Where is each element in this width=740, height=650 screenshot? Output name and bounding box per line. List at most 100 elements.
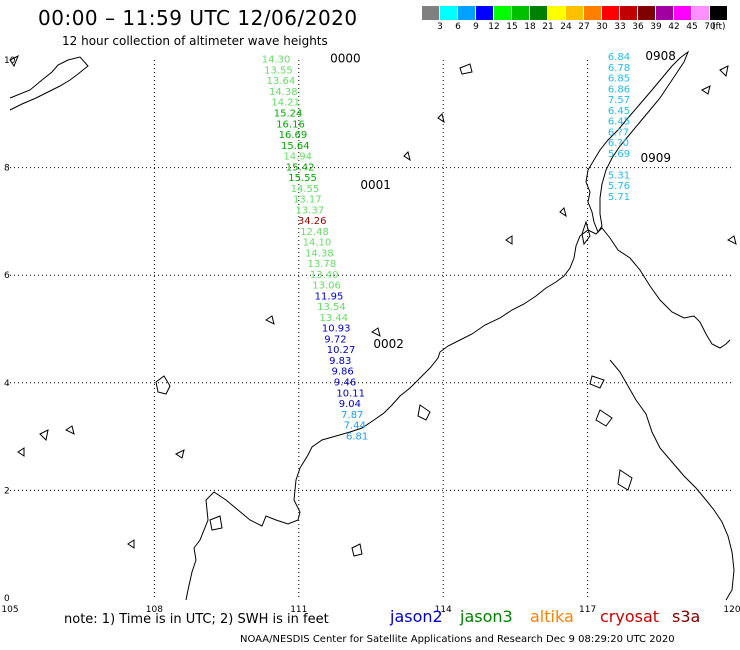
- coastline: [9, 50, 737, 601]
- scale-tick-label: 30: [596, 22, 608, 32]
- pass-time-labels: 0000 0001 0002 0908 0909: [330, 49, 676, 351]
- scale-swatch: [566, 6, 584, 20]
- wave-height-label: 9.04: [339, 399, 361, 410]
- satellite-legend-item: jason2: [390, 607, 443, 626]
- wave-height-label: 7.44: [344, 421, 366, 432]
- longitude-label: 114: [435, 605, 452, 615]
- scale-swatch: [494, 6, 512, 20]
- wave-height-label: 13.54: [317, 302, 346, 313]
- altimeter-tracks: 14.3013.5513.6414.3814.2115.2416.1616.69…: [262, 52, 630, 442]
- wave-height-label: 5.31: [608, 170, 630, 181]
- pass-time-label: 0001: [360, 178, 391, 192]
- satellite-legend-item: s3a: [672, 607, 701, 626]
- wave-height-label: 11.95: [315, 291, 344, 302]
- wave-height-label: 13.44: [319, 313, 348, 324]
- scale-swatch: [638, 6, 656, 20]
- wave-height-label: 10.11: [336, 388, 365, 399]
- wave-height-label: 13.55: [264, 65, 293, 76]
- wave-height-label: 6.45: [608, 106, 630, 117]
- scale-swatch: [584, 6, 602, 20]
- wave-height-label: 13.64: [267, 76, 296, 87]
- scale-swatch: [440, 6, 458, 20]
- satellite-legend-item: altika: [530, 607, 574, 626]
- scale-swatch: [602, 6, 620, 20]
- map-subtitle: 12 hour collection of altimeter wave hei…: [62, 34, 328, 48]
- wave-height-label: 14.10: [303, 238, 332, 249]
- latitude-label: 4: [4, 379, 10, 389]
- scale-swatch: [674, 6, 692, 20]
- scale-swatch: [476, 6, 494, 20]
- lat-lon-grid: [10, 60, 732, 598]
- credit-line: NOAA/NESDIS Center for Satellite Applica…: [240, 634, 675, 645]
- wave-height-label: 9.83: [329, 356, 351, 367]
- wave-height-label: 14.38: [305, 248, 334, 259]
- wave-height-label: 14.21: [271, 98, 300, 109]
- wave-height-label: 6.81: [346, 431, 368, 442]
- scale-tick-label: 18: [524, 22, 536, 32]
- scale-tick-label: 36: [632, 22, 644, 32]
- wave-height-label: 34.26: [298, 216, 327, 227]
- scale-swatch: [656, 6, 674, 20]
- wave-height-label: 14.94: [283, 152, 312, 163]
- latitude-label: 10: [4, 56, 16, 66]
- wave-height-label: 7.57: [608, 95, 630, 106]
- wave-height-label: 16.69: [279, 130, 308, 141]
- wave-height-label: 10.93: [322, 324, 351, 335]
- scale-unit-label: (ft): [712, 22, 726, 32]
- wave-height-label: 13.78: [307, 259, 336, 270]
- wave-height-label: 14.30: [262, 55, 291, 66]
- footnote: note: 1) Time is in UTC; 2) SWH is in fe…: [64, 612, 329, 627]
- pass-time-label: 0002: [373, 337, 404, 351]
- pass-time-label: 0908: [645, 49, 676, 63]
- satellite-legend-item: cryosat: [600, 607, 660, 626]
- wave-height-label: 9.46: [334, 377, 356, 388]
- scale-tick-label: 9: [473, 22, 479, 32]
- wave-height-label: 5.71: [608, 192, 630, 203]
- wave-height-label: 13.40: [310, 270, 339, 281]
- latitude-label: 6: [4, 271, 10, 281]
- scale-tick-label: 33: [614, 22, 626, 32]
- scale-tick-label: 3: [437, 22, 443, 32]
- scale-swatch: [422, 6, 440, 20]
- latitude-label: 2: [4, 486, 10, 496]
- scale-tick-label: 12: [488, 22, 500, 32]
- scale-tick-label: 24: [560, 22, 572, 32]
- scale-tick-label: 6: [455, 22, 461, 32]
- scale-swatch: [530, 6, 548, 20]
- scale-tick-label: 39: [650, 22, 662, 32]
- wave-height-label: 7.87: [341, 410, 363, 421]
- wave-height-label: 13.17: [293, 195, 322, 206]
- scale-tick-label: 45: [686, 22, 698, 32]
- wave-height-label: 12.48: [300, 227, 329, 238]
- wave-height-label: 9.86: [332, 367, 354, 378]
- wave-height-label: 6.84: [608, 52, 630, 63]
- wave-height-label: 15.24: [274, 108, 303, 119]
- latitude-label: 8: [4, 164, 10, 174]
- wave-height-label: 6.45: [608, 117, 630, 128]
- wave-height-label: 5.76: [608, 181, 630, 192]
- longitude-label: 108: [146, 605, 163, 615]
- wave-height-label: 15.55: [288, 173, 317, 184]
- scale-tick-label: 27: [578, 22, 590, 32]
- scale-swatch: [548, 6, 566, 20]
- wave-height-label: 6.?7: [608, 127, 629, 138]
- satellite-legend-item: jason3: [460, 607, 513, 626]
- map-title: 00:00 – 11:59 UTC 12/06/2020: [38, 6, 358, 30]
- longitude-label: 111: [290, 605, 307, 615]
- wave-height-label: 6.78: [608, 63, 630, 74]
- pass-time-label: 0909: [641, 151, 672, 165]
- wave-height-label: 9.72: [324, 334, 346, 345]
- wave-height-label: 14.55: [291, 184, 320, 195]
- longitude-label: 120: [723, 605, 740, 615]
- wave-height-label: 14.38: [269, 87, 298, 98]
- longitude-label: 105: [1, 605, 18, 615]
- scale-swatch: [620, 6, 638, 20]
- latitude-label: 0: [4, 594, 10, 604]
- wave-height-label: 15.42: [286, 162, 315, 173]
- pass-time-label: 0000: [330, 52, 361, 66]
- wave-height-label: 5.69: [608, 149, 630, 160]
- longitude-label: 117: [579, 605, 596, 615]
- wave-height-label: 15.64: [281, 141, 310, 152]
